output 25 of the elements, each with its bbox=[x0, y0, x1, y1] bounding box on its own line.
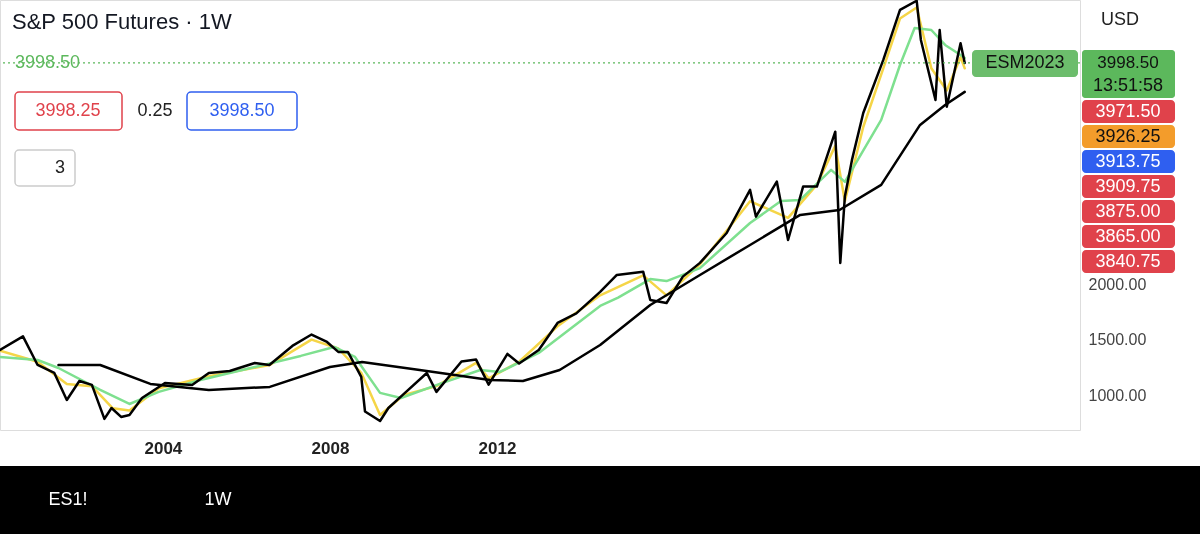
text: USD bbox=[1100, 9, 1140, 29]
text: 3926.25 bbox=[1095, 125, 1161, 146]
text: 3998.50 bbox=[1097, 53, 1159, 72]
y-tick-label: 1500.00 bbox=[1088, 331, 1147, 349]
text: 1W bbox=[204, 489, 232, 509]
text: ES1! bbox=[48, 489, 88, 509]
x-tick-label: 2008 bbox=[311, 438, 350, 458]
annotation: 3 bbox=[54, 157, 66, 177]
x-tick-label: 2004 bbox=[144, 438, 183, 458]
ref-line-label: 3998.50 bbox=[15, 51, 81, 72]
text: 13:51:58 bbox=[1092, 75, 1164, 95]
text: 3913.75 bbox=[1095, 150, 1161, 171]
annotation: ESM2023 bbox=[985, 52, 1065, 72]
y-tick-label: 2000.00 bbox=[1088, 275, 1147, 293]
x-tick-label: 2012 bbox=[478, 438, 517, 458]
annotation: 3998.50 bbox=[209, 100, 275, 120]
text: 3971.50 bbox=[1095, 100, 1161, 121]
text: 3875.00 bbox=[1095, 200, 1161, 221]
text: 3840.75 bbox=[1095, 250, 1161, 271]
chart-title: S&P 500 Futures · 1W bbox=[12, 9, 232, 34]
y-tick-label: 1000.00 bbox=[1088, 386, 1147, 404]
annotation: 0.25 bbox=[137, 100, 173, 120]
text: 3909.75 bbox=[1095, 175, 1161, 196]
text: 3865.00 bbox=[1095, 225, 1161, 246]
annotation: 3998.25 bbox=[35, 100, 101, 120]
